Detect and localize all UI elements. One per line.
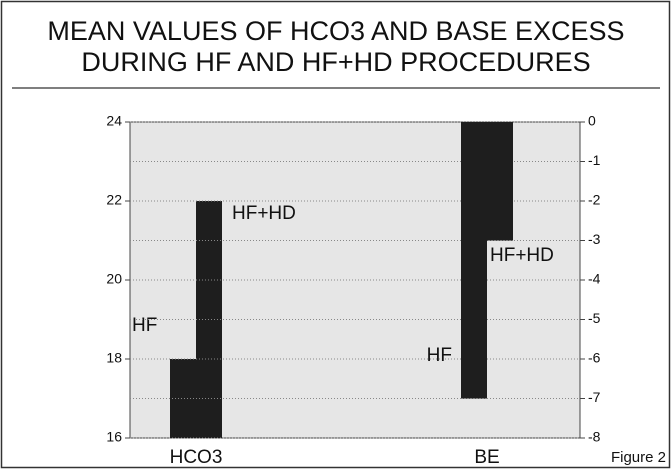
series-label: HF+HD [232,203,296,224]
chart-title: DURING HF AND HF+HD PROCEDURES [81,47,590,77]
series-label: HF+HD [490,245,554,266]
bar [461,122,487,399]
bar [487,122,513,241]
series-label: HF [427,345,452,366]
series-label: HF [132,315,157,336]
y2-tick-label: -3 [588,231,601,247]
y-tick-label: 22 [106,192,122,208]
y2-tick-label: -7 [588,389,601,405]
y2-tick-label: -8 [588,429,601,445]
y2-tick-label: 0 [588,113,596,129]
y2-tick-label: -1 [588,152,601,168]
y2-tick-label: -6 [588,350,601,366]
x-tick-label: BE [474,447,499,468]
y-tick-label: 16 [106,429,122,445]
figure-caption: Figure 2 [611,449,666,466]
y-tick-label: 24 [106,113,122,129]
y-tick-label: 20 [106,271,122,287]
y2-tick-label: -2 [588,192,601,208]
x-tick-label: HCO3 [170,447,223,468]
y2-tick-label: -4 [588,271,601,287]
y2-tick-label: -5 [588,310,601,326]
bar [170,359,196,438]
chart-title: MEAN VALUES OF HCO3 AND BASE EXCESS [47,16,624,46]
y-tick-label: 18 [106,350,122,366]
